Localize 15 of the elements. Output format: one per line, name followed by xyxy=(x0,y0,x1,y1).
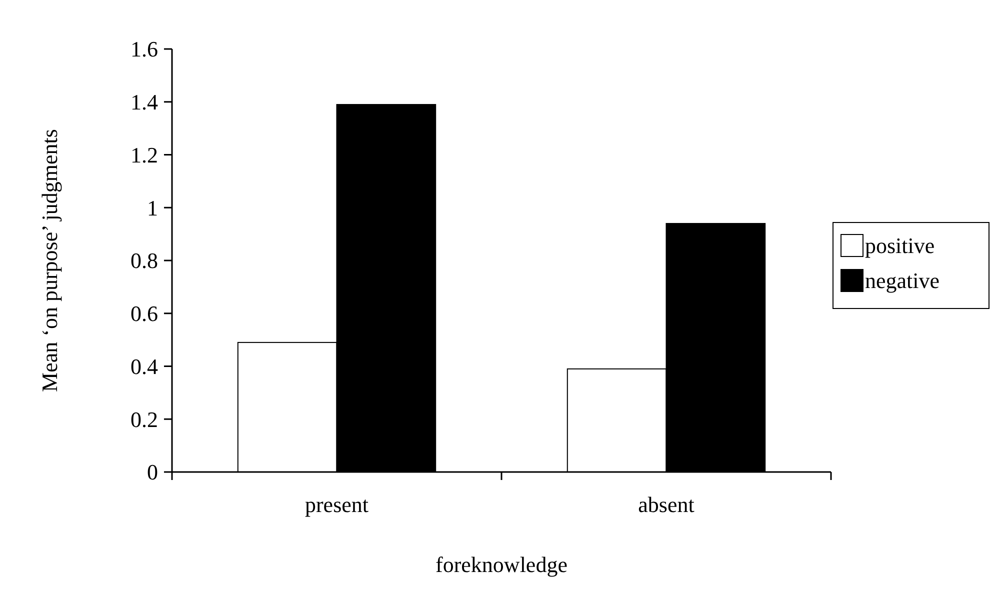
x-tick-label: present xyxy=(304,492,369,517)
legend-label: positive xyxy=(865,233,935,258)
y-tick-label: 0.8 xyxy=(130,248,158,274)
y-tick-label: 0.4 xyxy=(130,354,158,379)
x-axis-title: foreknowledge xyxy=(436,552,568,577)
y-tick-label: 1.4 xyxy=(130,90,158,115)
y-tick-label: 1.2 xyxy=(130,142,158,168)
y-tick-label: 1 xyxy=(147,195,158,220)
y-axis-title: Mean ‘on purpose’ judgments xyxy=(37,129,62,392)
y-tick-label: 0 xyxy=(147,460,158,485)
y-tick-label: 0.2 xyxy=(130,406,158,432)
y-tick-label: 1.6 xyxy=(130,36,158,62)
y-tick-label: 0.6 xyxy=(130,301,158,326)
legend-label: negative xyxy=(865,268,940,294)
x-tick-label: absent xyxy=(638,492,694,517)
